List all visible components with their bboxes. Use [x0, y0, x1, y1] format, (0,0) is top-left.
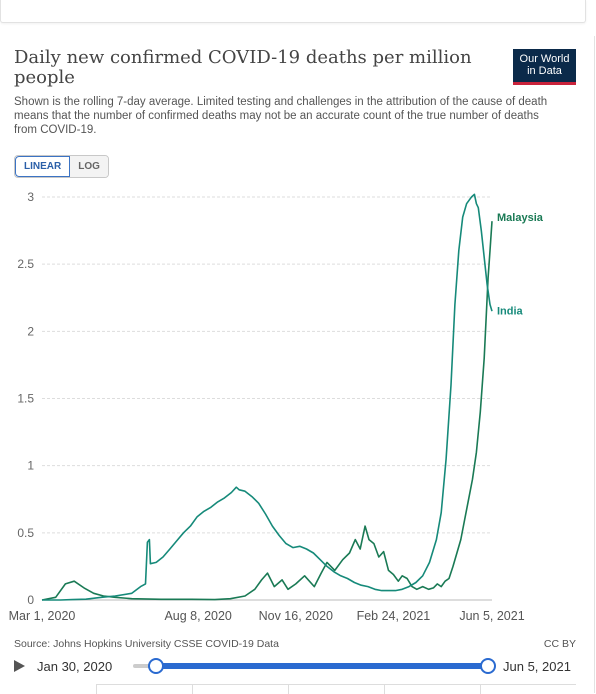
tab-download[interactable] [480, 685, 576, 694]
x-tick-label: Jun 5, 2021 [459, 609, 524, 623]
tab-sources[interactable] [384, 685, 480, 694]
linear-scale-button[interactable]: LINEAR [15, 156, 71, 177]
series-line-india [42, 193, 493, 601]
x-tick-label: Nov 16, 2020 [259, 609, 333, 623]
y-tick-label: 2 [27, 324, 34, 338]
y-tick-label: 1.5 [17, 392, 34, 406]
series-label-india: India [497, 305, 524, 317]
timeline-end-handle[interactable] [480, 658, 496, 674]
y-tick-label: 0.5 [17, 526, 34, 540]
chart-subtitle: Shown is the rolling 7-day average. Limi… [14, 96, 548, 136]
timeline-start-handle[interactable] [148, 658, 164, 674]
y-tick-label: 3 [27, 190, 34, 204]
x-tick-label: Feb 24, 2021 [357, 609, 431, 623]
y-tick-label: 1 [27, 459, 34, 473]
x-tick-label: Mar 1, 2020 [9, 609, 76, 623]
timeline-slider: Jan 30, 2020 Jun 5, 2021 [14, 655, 584, 677]
x-tick-label: Aug 8, 2020 [164, 609, 231, 623]
series-line-malaysia [41, 221, 493, 601]
tab-chart[interactable] [96, 685, 192, 694]
line-chart: 0 0.5 1 1.5 2 2.5 3 Mar 1, 2020 Aug 8, 2020 Nov 1… [9, 190, 544, 623]
timeline-track-selected[interactable] [155, 663, 487, 669]
series-label-malaysia: Malaysia [497, 212, 544, 224]
y-tick-label: 0 [27, 593, 34, 607]
license-link[interactable]: CC BY [543, 638, 576, 650]
previous-card-edge [0, 0, 586, 23]
timeline-track-inactive[interactable] [133, 664, 155, 668]
tab-table[interactable] [288, 685, 384, 694]
tab-map[interactable] [192, 685, 288, 694]
logo-line-1: Our World [519, 53, 570, 65]
timeline-start-label: Jan 30, 2020 [37, 659, 113, 674]
source-note[interactable]: Source: Johns Hopkins University CSSE CO… [14, 638, 279, 650]
timeline-end-label: Jun 5, 2021 [503, 659, 571, 674]
scale-toggle: LINEAR LOG [14, 155, 109, 178]
play-icon[interactable] [14, 660, 25, 672]
chart-title: Daily new confirmed COVID-19 deaths per … [14, 47, 472, 88]
y-tick-label: 2.5 [17, 257, 34, 271]
chart-card [0, 36, 595, 693]
log-scale-button[interactable]: LOG [70, 156, 108, 177]
owid-logo[interactable]: Our World in Data [513, 49, 576, 85]
bottom-tab-bar [96, 684, 576, 694]
logo-line-2: in Data [527, 65, 562, 77]
